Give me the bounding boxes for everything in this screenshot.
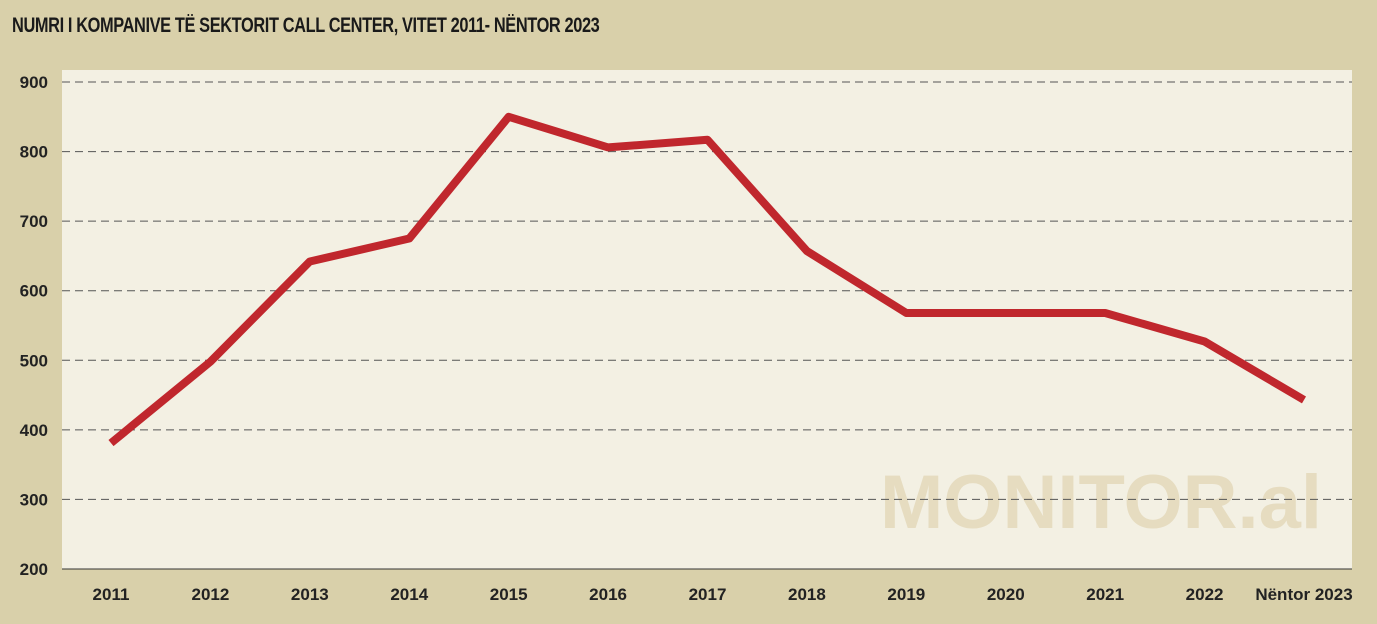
y-tick-label: 600	[20, 282, 48, 301]
x-tick-label: 2022	[1186, 585, 1224, 604]
chart-title: NUMRI I KOMPANIVE TË SEKTORIT CALL CENTE…	[12, 14, 600, 37]
y-tick-label: 500	[20, 351, 48, 370]
x-tick-label: 2017	[689, 585, 727, 604]
x-tick-label: 2015	[490, 585, 528, 604]
x-tick-label: 2016	[589, 585, 627, 604]
y-tick-label: 800	[20, 143, 48, 162]
x-tick-label: 2011	[93, 585, 130, 604]
x-tick-label: 2018	[788, 585, 826, 604]
x-tick-label: 2021	[1086, 585, 1124, 604]
x-tick-label: Nëntor 2023	[1255, 585, 1352, 604]
x-tick-label: 2013	[291, 585, 329, 604]
y-tick-label: 700	[20, 212, 48, 231]
y-tick-label: 900	[20, 73, 48, 92]
x-tick-label: 2020	[987, 585, 1025, 604]
y-tick-label: 300	[20, 490, 48, 509]
x-tick-label: 2012	[192, 585, 230, 604]
y-tick-label: 400	[20, 421, 48, 440]
watermark-logo: MONITOR.al	[880, 460, 1322, 545]
y-tick-label: 200	[20, 560, 48, 579]
x-tick-label: 2014	[390, 585, 428, 604]
x-tick-label: 2019	[887, 585, 925, 604]
